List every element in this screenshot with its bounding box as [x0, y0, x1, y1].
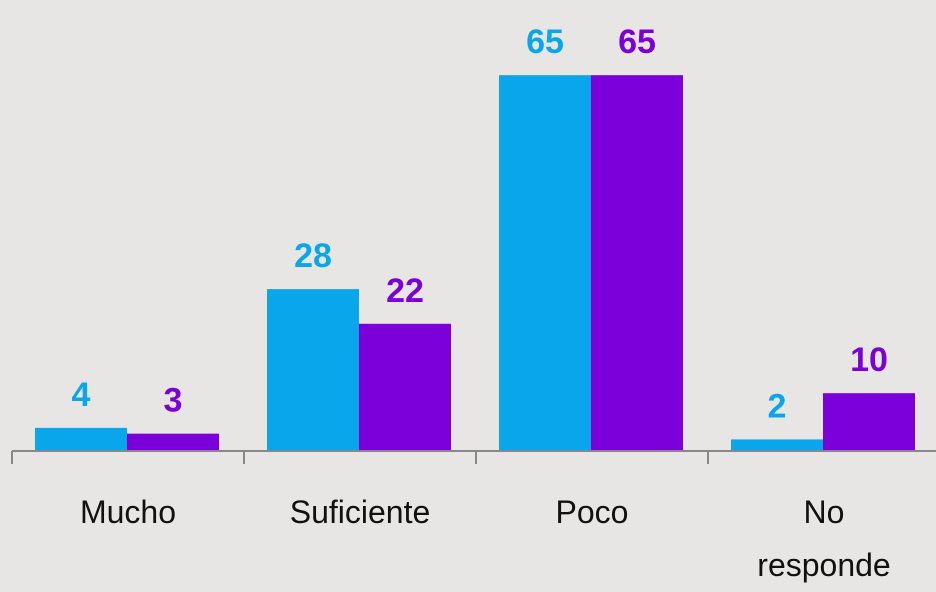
value-label: 2 [768, 387, 787, 425]
bar [591, 75, 683, 452]
value-label: 22 [386, 272, 424, 310]
x-tick-label: Mucho [79, 494, 177, 530]
bar [127, 433, 219, 451]
bar [823, 393, 915, 451]
x-tick-label: Suficiente [289, 494, 431, 530]
value-label: 65 [618, 23, 656, 61]
bar [731, 439, 823, 451]
bar [359, 323, 451, 451]
bar [267, 289, 359, 451]
value-label: 65 [526, 23, 564, 61]
value-label: 3 [164, 382, 183, 420]
x-tick-label: No responde [757, 494, 891, 583]
bar [35, 427, 127, 451]
value-label: 4 [72, 376, 91, 414]
x-tick-label: Poco [555, 494, 629, 530]
value-label: 28 [294, 237, 332, 275]
value-label: 10 [850, 341, 888, 379]
bar [499, 75, 591, 452]
